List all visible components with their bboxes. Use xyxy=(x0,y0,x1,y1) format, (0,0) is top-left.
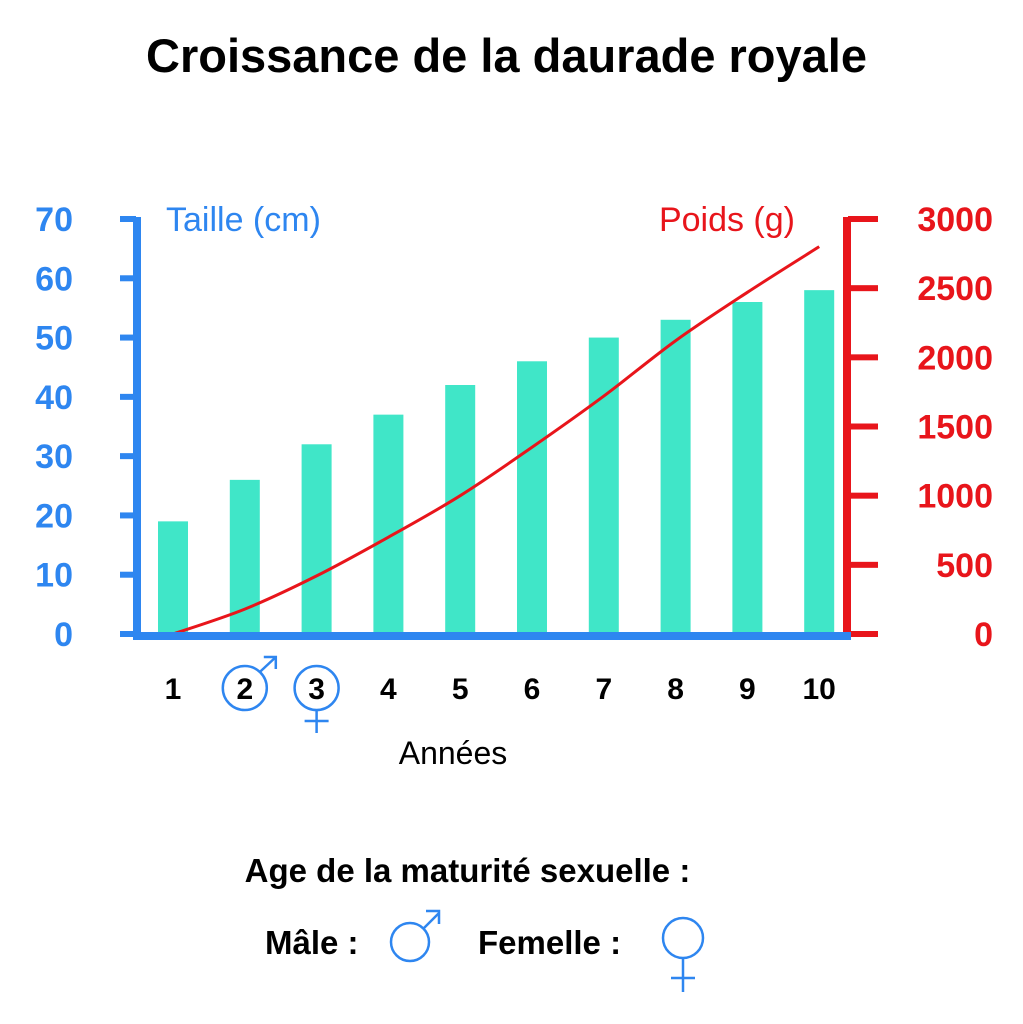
bar-year-9 xyxy=(732,302,763,634)
right-tick-label: 3000 xyxy=(917,201,993,239)
bar-year-10 xyxy=(804,290,835,634)
left-tick-mark xyxy=(120,275,136,282)
right-tick-label: 0 xyxy=(974,616,993,654)
maturity-heading: Age de la maturité sexuelle : xyxy=(244,852,691,889)
x-tick-label: 8 xyxy=(667,673,684,706)
right-tick-mark xyxy=(848,216,878,222)
left-axis-label: Taille (cm) xyxy=(166,201,321,239)
female-symbol-icon xyxy=(661,916,705,992)
male-symbol-icon xyxy=(389,909,441,963)
bar-year-5 xyxy=(445,385,476,634)
bar-group xyxy=(158,290,835,634)
left-tick-mark xyxy=(120,393,136,400)
x-tick-label: 6 xyxy=(524,673,541,706)
x-tick-label: 9 xyxy=(739,673,756,706)
left-tick-label: 0 xyxy=(54,616,73,654)
left-tick-label: 60 xyxy=(35,260,73,298)
right-tick-mark xyxy=(848,631,878,637)
left-tick-label: 20 xyxy=(35,497,73,535)
right-tick-label: 1000 xyxy=(917,478,993,516)
right-tick-mark xyxy=(848,354,878,361)
chart-title: Croissance de la daurade royale xyxy=(146,29,867,82)
left-tick-label: 30 xyxy=(35,438,73,476)
male-symbol-icon xyxy=(221,655,278,712)
x-tick-label: 4 xyxy=(380,673,397,706)
left-tick-label: 10 xyxy=(35,557,73,595)
right-tick-mark xyxy=(848,561,878,568)
x-tick-label: 2 xyxy=(236,673,253,706)
right-tick-label: 2500 xyxy=(917,270,993,308)
x-tick-label: 10 xyxy=(803,673,836,706)
right-tick-label: 500 xyxy=(936,547,993,585)
weight-line xyxy=(172,245,821,636)
right-tick-label: 1500 xyxy=(917,409,993,447)
left-tick-mark xyxy=(120,334,136,341)
bar-year-1 xyxy=(158,521,188,634)
x-tick-label: 7 xyxy=(595,673,612,706)
chart-area: 0 10 20 30 40 50 60 70 0 500 1000 1500 2000 2500 3000… xyxy=(35,201,993,771)
bar-year-7 xyxy=(588,337,619,634)
x-tick-label: 3 xyxy=(308,673,325,706)
right-axis-line xyxy=(843,217,851,640)
male-legend-label: Mâle : xyxy=(265,924,359,961)
left-tick-mark xyxy=(120,571,136,578)
left-tick-mark xyxy=(120,453,136,460)
x-axis-line xyxy=(133,632,851,640)
bar-year-8 xyxy=(660,319,691,634)
left-tick-mark xyxy=(120,512,136,519)
female-legend-label: Femelle : xyxy=(478,924,622,961)
right-axis: 0 500 1000 1500 2000 2500 3000 xyxy=(843,201,993,654)
left-tick-label: 40 xyxy=(35,379,73,417)
left-tick-mark xyxy=(120,216,136,222)
left-tick-mark xyxy=(120,631,136,637)
left-axis: 0 10 20 30 40 50 60 70 xyxy=(35,201,141,654)
left-tick-label: 70 xyxy=(35,201,73,239)
x-tick-label: 1 xyxy=(165,673,182,706)
left-tick-label: 50 xyxy=(35,320,73,358)
x-tick-label: 5 xyxy=(452,673,469,706)
maturity-annotations xyxy=(221,655,340,733)
bar-year-6 xyxy=(517,361,547,634)
right-axis-label: Poids (g) xyxy=(659,201,795,239)
bar-year-4 xyxy=(373,414,404,634)
right-tick-mark xyxy=(848,423,878,430)
bar-year-3 xyxy=(301,444,332,634)
right-tick-mark xyxy=(848,492,878,499)
bar-year-2 xyxy=(229,479,260,634)
right-tick-label: 2000 xyxy=(917,339,993,377)
x-tick-labels: 1 2 3 4 5 6 7 8 9 10 xyxy=(165,673,836,706)
female-symbol-icon xyxy=(293,664,340,733)
right-tick-mark xyxy=(848,285,878,292)
left-axis-line xyxy=(133,217,141,640)
x-axis-label: Années xyxy=(399,735,508,771)
